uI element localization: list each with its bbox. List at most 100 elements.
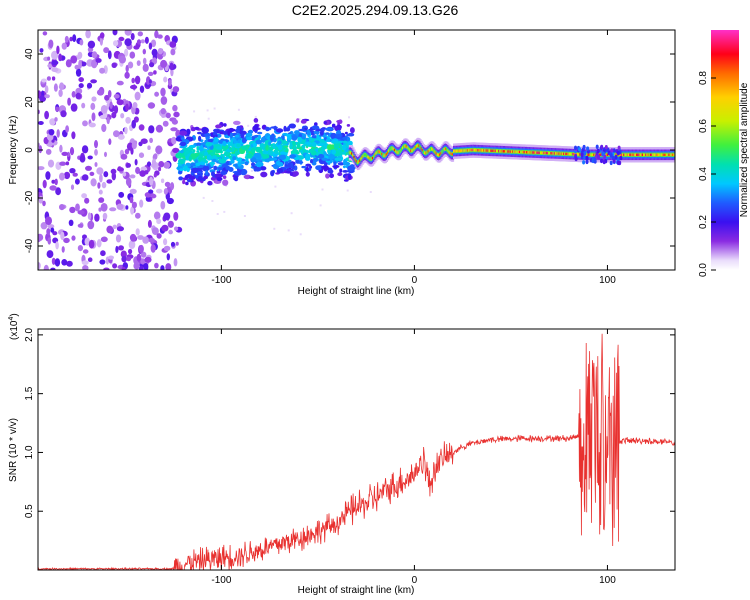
colorbar-axes: 0.0 0.2 0.4 0.6 0.8 — [698, 71, 716, 277]
ridge-cell — [558, 152, 561, 155]
noise-cell — [136, 60, 141, 66]
ridge-cell — [383, 154, 386, 157]
bump-cell — [600, 144, 604, 150]
noise-cell — [98, 197, 105, 203]
bump-cell — [583, 151, 587, 156]
ridge-cell — [536, 151, 539, 154]
speck-cell — [206, 109, 209, 112]
noise-cell — [126, 163, 131, 168]
ridge-cell — [505, 150, 508, 153]
noise-cell — [150, 39, 157, 48]
scint-cell — [313, 130, 320, 135]
noise-cell — [113, 40, 119, 47]
noise-cell — [44, 110, 49, 120]
scint-cell — [204, 151, 209, 156]
scint-cell — [334, 157, 343, 161]
ridge-cell — [644, 153, 647, 156]
noise-cell — [137, 31, 143, 37]
scint-cell — [213, 165, 218, 171]
noise-cell — [74, 64, 80, 70]
ridge-cell — [528, 151, 531, 154]
ridge-cell — [417, 144, 420, 147]
scint-cell — [228, 167, 234, 172]
scint-cell — [206, 149, 214, 153]
ridge-cell — [516, 150, 519, 153]
speck-cell — [348, 116, 350, 119]
scint-cell — [260, 171, 268, 178]
noise-cell — [63, 171, 71, 180]
noise-cell — [112, 263, 118, 269]
scint-cell — [315, 165, 323, 171]
ridge-cell — [387, 151, 390, 154]
noise-cell — [130, 84, 138, 90]
scint-cell — [234, 172, 242, 176]
noise-cell — [169, 41, 177, 48]
ridge-cell — [646, 153, 649, 156]
scint-cell — [216, 130, 220, 134]
noise-cell — [137, 235, 144, 240]
noise-cell — [139, 170, 146, 177]
noise-cell — [140, 251, 147, 258]
noise-cell — [165, 263, 172, 270]
scint-cell — [205, 169, 209, 176]
noise-cell — [174, 226, 179, 231]
ridge-cell — [373, 155, 376, 158]
scint-cell — [264, 158, 270, 163]
speck-cell — [214, 162, 217, 165]
ridge-cell — [663, 153, 666, 156]
scint-cell — [237, 157, 242, 162]
scint-cell — [314, 122, 318, 126]
noise-cell — [148, 125, 155, 134]
ridge-cell — [447, 149, 450, 152]
ridge-cell — [351, 152, 354, 155]
scint-cell — [326, 138, 330, 143]
noise-cell — [140, 138, 148, 144]
scint-cell — [202, 165, 210, 172]
noise-cell — [172, 86, 180, 93]
noise-cell — [94, 140, 98, 149]
ridge-cell — [634, 153, 637, 156]
ridge-cell — [512, 150, 515, 153]
ridge-cell — [381, 152, 384, 156]
scint-cell — [317, 153, 325, 160]
x-tick-label: 0 — [412, 575, 418, 586]
scint-cell — [329, 173, 334, 179]
scint-cell — [334, 125, 342, 132]
noise-cell — [51, 179, 56, 184]
noise-cell — [163, 245, 171, 252]
noise-cell — [168, 79, 172, 87]
ridge-cell — [439, 153, 442, 156]
ridge-cell — [480, 149, 483, 152]
scint-cell — [179, 168, 184, 172]
scint-cell — [234, 176, 239, 182]
scint-cell — [265, 126, 270, 132]
noise-cell — [79, 39, 84, 46]
ridge-cell — [507, 150, 510, 153]
scint-cell — [222, 130, 228, 135]
noise-cell — [91, 59, 98, 69]
ridge-cell — [499, 149, 502, 153]
noise-cell — [69, 147, 75, 156]
noise-cell — [124, 48, 129, 57]
noise-cell — [138, 244, 144, 254]
noise-cell — [116, 226, 124, 232]
speck-cell — [216, 213, 219, 215]
scint-cell — [333, 141, 341, 144]
speck-cell — [202, 196, 205, 199]
noise-cell — [87, 220, 95, 230]
noise-cell — [60, 231, 65, 241]
noise-cell — [45, 171, 51, 180]
scint-cell — [234, 163, 238, 167]
noise-cell — [116, 99, 124, 106]
speck-cell — [274, 185, 277, 188]
scint-cell — [251, 157, 257, 163]
scint-cell — [294, 130, 300, 135]
noise-cell — [47, 237, 52, 245]
scint-cell — [214, 173, 222, 179]
ridge-cell — [361, 155, 364, 159]
noise-cell — [124, 38, 132, 47]
ridge-cell — [552, 152, 555, 155]
ridge-cell — [436, 153, 439, 156]
noise-cell — [156, 233, 162, 239]
